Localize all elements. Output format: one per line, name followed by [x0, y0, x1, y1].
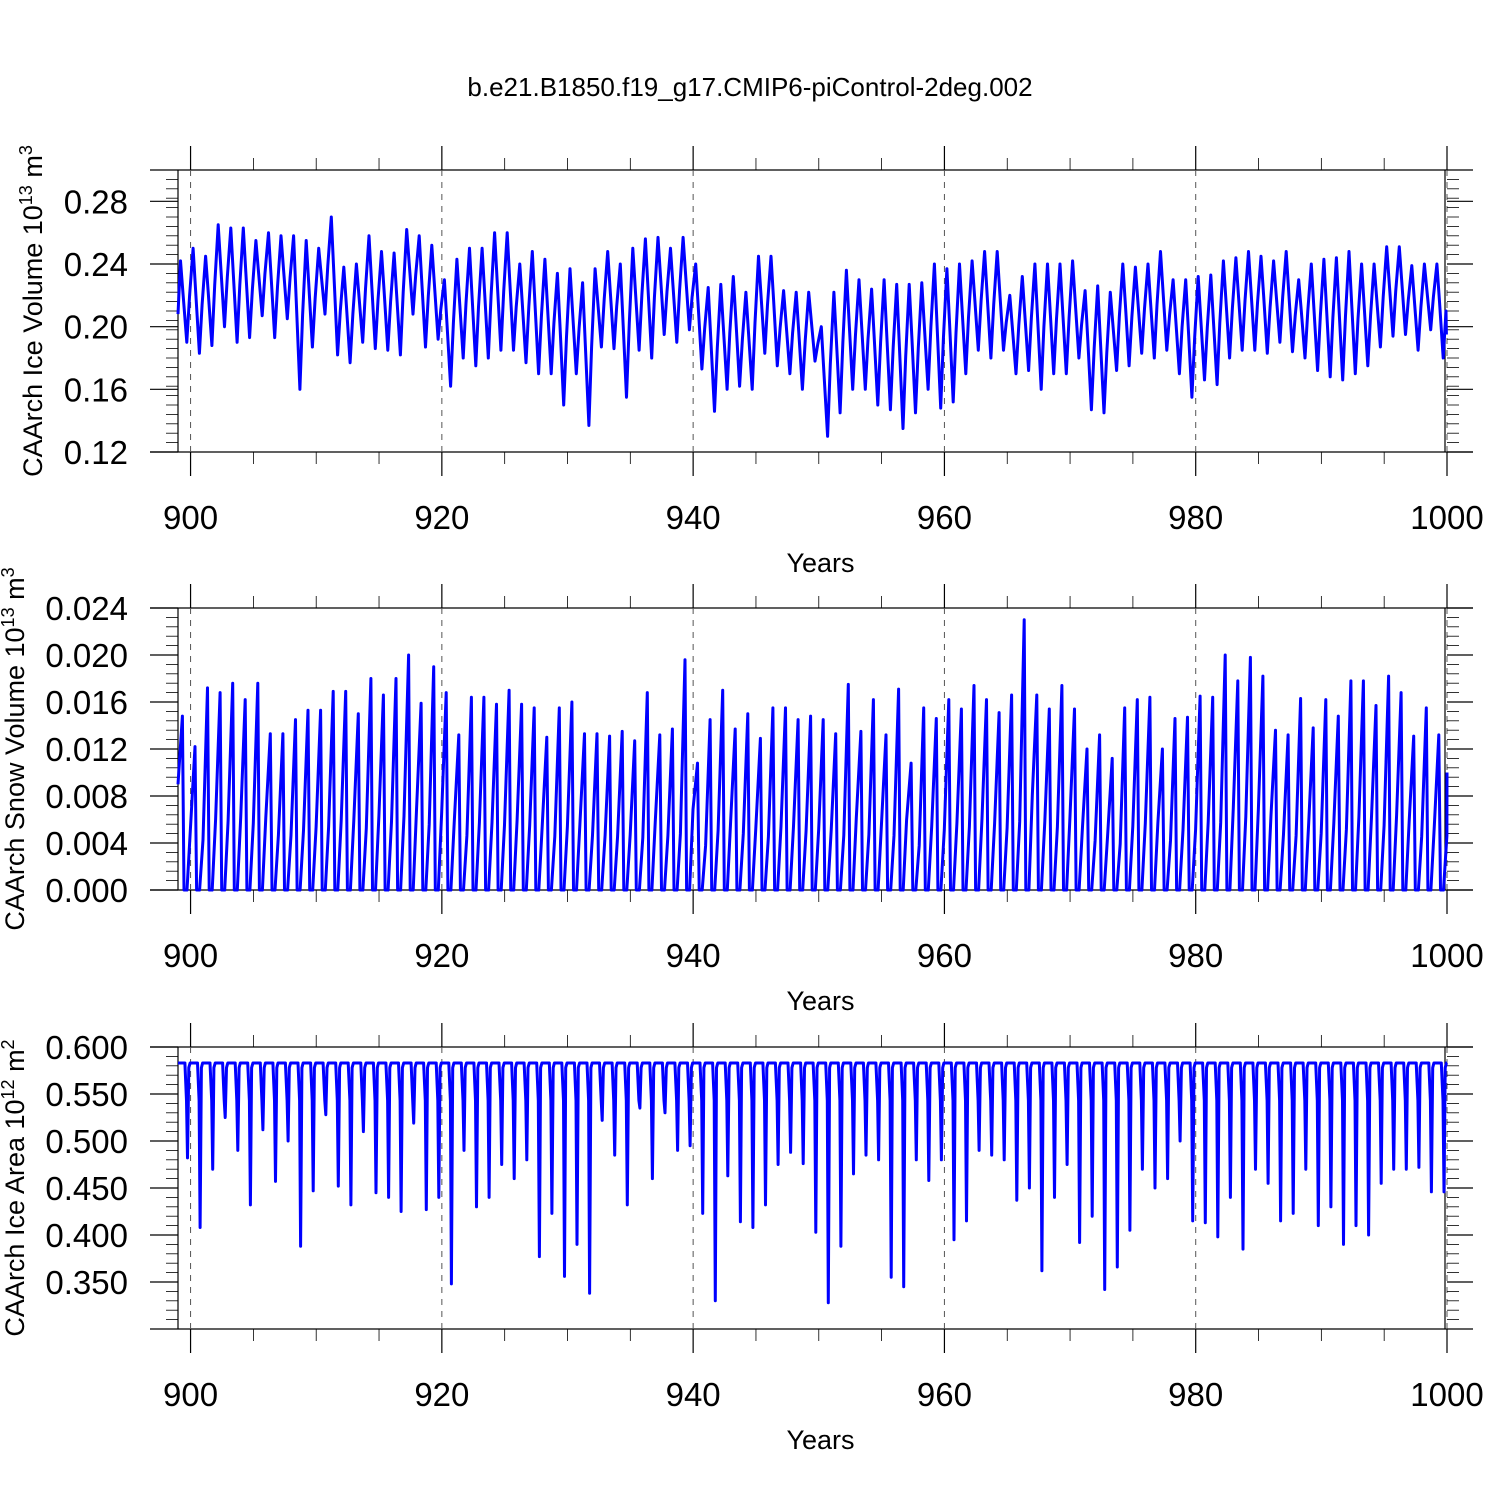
xtick-label-980: 980	[1168, 499, 1223, 536]
xtick-label-940: 940	[666, 1376, 721, 1413]
ytick-label-1: 0.16	[64, 371, 128, 408]
xtick-label-1000: 1000	[1410, 499, 1483, 536]
xtick-label-960: 960	[917, 1376, 972, 1413]
ytick-label-4: 0.28	[64, 183, 128, 220]
panel-1: 900 920 940 960 980 1000 0.12 0.16 0.20 0.24 0.28 Y…	[16, 145, 1484, 578]
ytick-label-2: 0.450	[45, 1170, 128, 1207]
ytick-label-1: 0.400	[45, 1217, 128, 1254]
ytick-label-5: 0.020	[45, 637, 128, 674]
xtick-label-900: 900	[163, 1376, 218, 1413]
ytick-label-0: 0.350	[45, 1264, 128, 1301]
panels: 900 920 940 960 980 1000 0.12 0.16 0.20 0.24 0.28 Y…	[0, 145, 1484, 1455]
xtick-label-920: 920	[414, 937, 469, 974]
ytick-label-4: 0.550	[45, 1076, 128, 1113]
x-axis-label: Years	[786, 1425, 854, 1455]
ytick-label-0: 0.12	[64, 434, 128, 471]
ytick-label-6: 0.024	[45, 590, 128, 627]
series-line	[178, 1061, 1448, 1305]
ytick-label-2: 0.20	[64, 309, 128, 346]
xtick-label-940: 940	[666, 937, 721, 974]
y-axis-label: CAArch Snow Volume 1013 m3	[0, 567, 30, 930]
y-axis-label: CAArch Ice Volume 1013 m3	[16, 145, 48, 477]
ytick-label-3: 0.24	[64, 246, 128, 283]
x-axis-label: Years	[786, 548, 854, 578]
xtick-label-980: 980	[1168, 937, 1223, 974]
ytick-label-3: 0.012	[45, 731, 128, 768]
ytick-label-3: 0.500	[45, 1123, 128, 1160]
xtick-label-1000: 1000	[1410, 1376, 1483, 1413]
xtick-label-900: 900	[163, 937, 218, 974]
ytick-label-2: 0.008	[45, 778, 128, 815]
xtick-label-940: 940	[666, 499, 721, 536]
xtick-label-980: 980	[1168, 1376, 1223, 1413]
ytick-label-4: 0.016	[45, 684, 128, 721]
ytick-label-5: 0.600	[45, 1029, 128, 1066]
y-axis-label: CAArch Ice Area 1012 m2	[0, 1039, 30, 1336]
xtick-label-920: 920	[414, 499, 469, 536]
panel-3: 900 920 940 960 980 1000 0.350 0.400 0.450 0.500 0…	[0, 1023, 1484, 1455]
xtick-label-920: 920	[414, 1376, 469, 1413]
figure-title: b.e21.B1850.f19_g17.CMIP6-piControl-2deg…	[467, 72, 1032, 102]
ytick-label-0: 0.000	[45, 872, 128, 909]
ytick-label-1: 0.004	[45, 825, 128, 862]
xtick-label-1000: 1000	[1410, 937, 1483, 974]
xtick-label-900: 900	[163, 499, 218, 536]
panel-2: 900 920 940 960 980 1000 0.000 0.004 0.008 0.012 0…	[0, 567, 1484, 1016]
series-line	[176, 215, 1448, 438]
xtick-label-960: 960	[917, 499, 972, 536]
xtick-label-960: 960	[917, 937, 972, 974]
x-axis-label: Years	[786, 986, 854, 1016]
series-line	[176, 618, 1449, 892]
